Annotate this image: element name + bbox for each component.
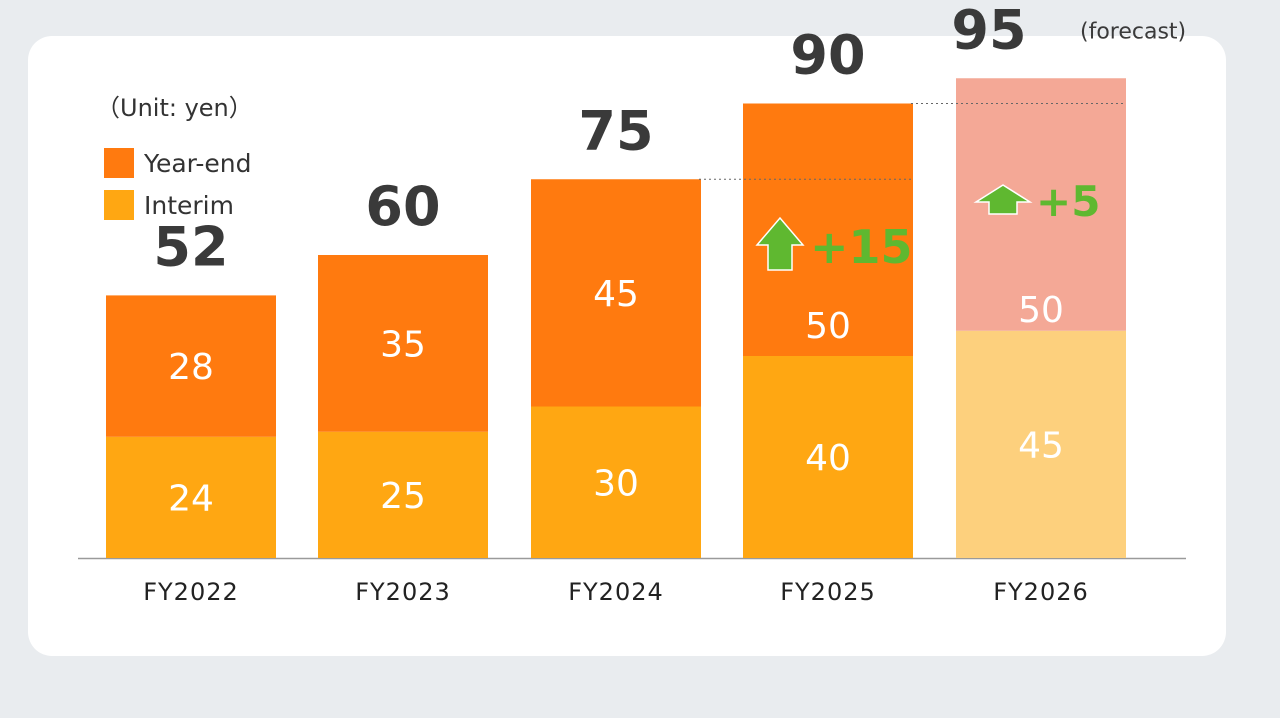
- bar-year-end-fy2026: [956, 78, 1126, 331]
- bar-interim-fy2026: [956, 330, 1126, 558]
- data-label-interim-fy2024: 30: [593, 463, 639, 504]
- data-label-interim-fy2025: 40: [805, 438, 851, 479]
- bar-year-end-fy2023: [318, 255, 488, 432]
- data-label-year-end-fy2023: 35: [380, 324, 426, 365]
- total-label-fy2026: 95: [951, 0, 1026, 61]
- bar-interim-fy2023: [318, 431, 488, 558]
- total-label-fy2024: 75: [578, 99, 653, 162]
- data-label-interim-fy2023: 25: [380, 476, 426, 517]
- increase-label-fy2025: +15: [810, 220, 913, 274]
- x-label-fy2026: FY2026: [993, 578, 1089, 606]
- increase-label-fy2026: +5: [1036, 177, 1100, 226]
- increase-arrow-fy2025: [755, 216, 805, 271]
- total-label-fy2022: 52: [153, 215, 228, 278]
- increase-arrow-fy2026: [973, 184, 1033, 215]
- total-label-fy2023: 60: [365, 175, 440, 238]
- total-label-fy2025: 90: [790, 24, 865, 87]
- legend-label-year-end: Year-end: [144, 148, 252, 178]
- legend-item-year-end: Year-end: [104, 148, 251, 178]
- data-label-year-end-fy2024: 45: [593, 274, 639, 315]
- forecast-label: (forecast): [1080, 19, 1186, 44]
- x-label-fy2023: FY2023: [355, 578, 451, 606]
- legend-label-interim: Interim: [144, 190, 234, 220]
- legend-swatch-interim: [104, 190, 134, 220]
- x-label-fy2025: FY2025: [780, 578, 876, 606]
- bar-interim-fy2022: [106, 436, 276, 558]
- data-label-year-end-fy2025: 50: [805, 306, 851, 347]
- bar-year-end-fy2022: [106, 295, 276, 437]
- unit-label: （Unit: yen）: [96, 94, 253, 122]
- x-label-fy2024: FY2024: [568, 578, 664, 606]
- legend-swatch-year-end: [104, 148, 134, 178]
- data-label-interim-fy2022: 24: [168, 478, 214, 519]
- bar-year-end-fy2024: [531, 179, 701, 407]
- data-label-year-end-fy2022: 28: [168, 347, 214, 388]
- data-label-interim-fy2026: 45: [1018, 425, 1064, 466]
- bar-interim-fy2024: [531, 406, 701, 558]
- data-label-year-end-fy2026: 50: [1018, 290, 1064, 331]
- legend-item-interim: Interim: [104, 190, 234, 220]
- x-label-fy2022: FY2022: [143, 578, 239, 606]
- bar-interim-fy2025: [743, 356, 913, 558]
